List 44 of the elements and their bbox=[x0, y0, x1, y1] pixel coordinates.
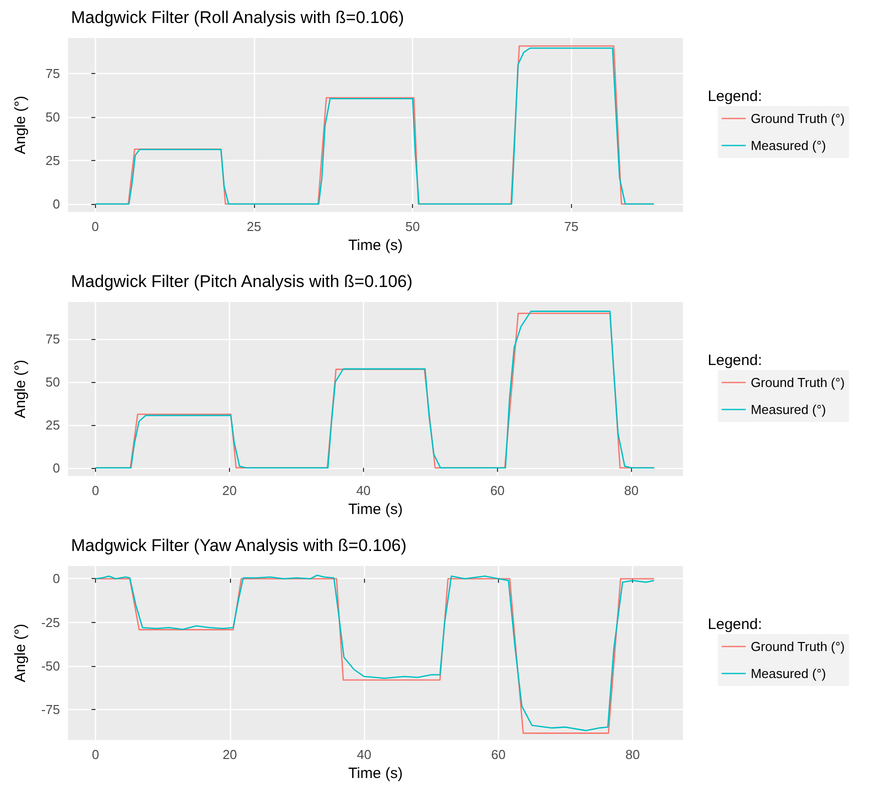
x-tick-label: 60 bbox=[491, 747, 506, 762]
x-tick-label: 80 bbox=[624, 483, 639, 498]
x-tick-label: 0 bbox=[92, 483, 100, 498]
legend-label: Measured (°) bbox=[750, 138, 826, 153]
x-tick-label: 20 bbox=[222, 747, 238, 762]
chart-title: Madgwick Filter (Pitch Analysis with ß=0.106) bbox=[71, 272, 413, 291]
legend-label: Ground Truth (°) bbox=[750, 639, 845, 654]
y-tick-label: 0 bbox=[52, 571, 60, 586]
x-tick-label: 75 bbox=[564, 219, 579, 234]
x-tick-label: 60 bbox=[490, 483, 505, 498]
x-tick-label: 40 bbox=[356, 747, 372, 762]
chart-title: Madgwick Filter (Yaw Analysis with ß=0.106) bbox=[71, 536, 407, 555]
y-tick-label: 75 bbox=[46, 331, 60, 346]
y-axis-title: Angle (°) bbox=[12, 96, 29, 154]
y-tick-label: 0 bbox=[52, 460, 60, 476]
x-axis-title: Time (s) bbox=[348, 237, 403, 254]
y-tick-label: 25 bbox=[46, 152, 60, 168]
y-tick-label: 50 bbox=[46, 374, 60, 390]
legend-title: Legend: bbox=[708, 616, 762, 633]
y-axis-title: Angle (°) bbox=[12, 624, 29, 682]
y-tick-label: 75 bbox=[46, 66, 60, 81]
y-axis-title: Angle (°) bbox=[12, 360, 29, 418]
x-tick-label: 50 bbox=[405, 219, 420, 234]
x-tick-label: 80 bbox=[625, 747, 640, 762]
y-tick-label: -50 bbox=[41, 658, 60, 674]
legend-label: Measured (°) bbox=[750, 402, 826, 417]
y-tick-label: 0 bbox=[52, 196, 60, 212]
legend-label: Ground Truth (°) bbox=[750, 375, 845, 390]
x-axis-title: Time (s) bbox=[348, 765, 403, 782]
x-tick-label: 25 bbox=[246, 219, 262, 234]
chart-title: Madgwick Filter (Roll Analysis with ß=0.106) bbox=[71, 8, 404, 27]
y-tick-label: -75 bbox=[41, 702, 60, 718]
x-tick-label: 0 bbox=[92, 219, 99, 234]
legend-label: Measured (°) bbox=[750, 666, 826, 681]
x-tick-label: 40 bbox=[356, 483, 371, 498]
x-axis-title: Time (s) bbox=[348, 501, 403, 518]
legend-title: Legend: bbox=[708, 352, 762, 369]
y-tick-label: 25 bbox=[46, 417, 60, 432]
x-tick-label: 0 bbox=[92, 747, 100, 762]
legend-title: Legend: bbox=[708, 88, 762, 105]
y-tick-label: -25 bbox=[41, 614, 60, 630]
x-tick-label: 20 bbox=[222, 483, 237, 498]
legend-label: Ground Truth (°) bbox=[750, 111, 845, 126]
y-tick-label: 50 bbox=[46, 109, 60, 124]
